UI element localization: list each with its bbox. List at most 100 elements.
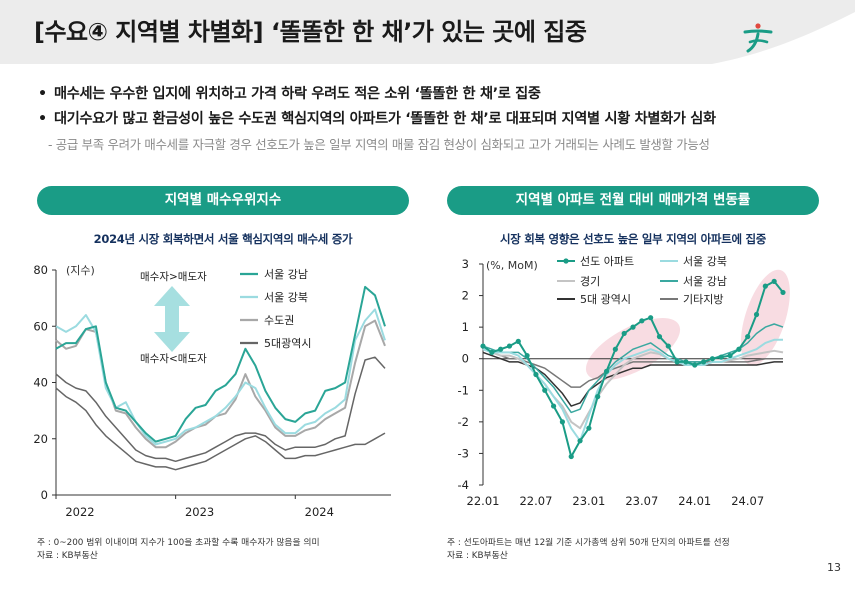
series-point bbox=[550, 403, 557, 409]
left-chart-subtitle: 2024년 시장 회복하면서 서울 핵심지역의 매수세 증가 bbox=[93, 232, 353, 246]
series-point bbox=[612, 346, 618, 352]
y-tick-label: 0 bbox=[41, 488, 48, 502]
legend-label: 경기 bbox=[580, 275, 600, 288]
y-tick-label: 20 bbox=[33, 432, 48, 446]
y-tick-label: -1 bbox=[458, 383, 469, 397]
series-point bbox=[542, 387, 548, 393]
annotation-down: 매수자<매도자 bbox=[140, 353, 207, 365]
double-arrow-icon bbox=[154, 286, 190, 352]
x-tick-label: 2023 bbox=[185, 505, 214, 519]
right-note: 주 : 선도아파트는 매년 12월 기준 시가총액 상위 50개 단지의 아파트… bbox=[447, 538, 730, 548]
x-tick-label: 24.07 bbox=[731, 494, 764, 508]
series-point bbox=[700, 359, 707, 365]
series-point bbox=[489, 349, 495, 355]
y-tick-label: 60 bbox=[33, 319, 48, 333]
x-tick-label: 24.01 bbox=[678, 494, 711, 508]
series-point bbox=[656, 334, 663, 340]
x-tick-label: 23.01 bbox=[572, 494, 605, 508]
legend-label: 5대 광역시 bbox=[580, 293, 631, 306]
series-point bbox=[480, 343, 486, 349]
series-point bbox=[648, 315, 654, 321]
series-line-서울 강북 bbox=[482, 338, 783, 442]
left-source: 자료 : KB부동산 bbox=[37, 551, 98, 561]
series-point bbox=[498, 346, 504, 352]
y-tick-label: 2 bbox=[462, 289, 469, 303]
series-point bbox=[506, 343, 513, 349]
series-point bbox=[621, 330, 627, 337]
left-chart-title-pill: 지역별 매수우위지수 bbox=[37, 186, 409, 215]
page-title: [수요④ 지역별 차별화] ‘똘똘한 한 채’가 있는 곳에 집중 bbox=[34, 18, 587, 46]
sub-bullet-text: - 공급 부족 우려가 매수세를 자극할 경우 선호도가 높은 일부 지역의 매… bbox=[48, 137, 710, 152]
series-point bbox=[568, 453, 574, 460]
series-line-5대광역시-lower bbox=[55, 387, 386, 471]
right-chart-subtitle: 시장 회복 영향은 선호도 높은 일부 지역의 아파트에 집중 bbox=[499, 232, 767, 246]
series-line-서울 강북 bbox=[55, 308, 386, 446]
series-point bbox=[639, 318, 645, 324]
series-point bbox=[718, 354, 724, 360]
highlight-2024 bbox=[740, 269, 790, 366]
legend-label: 기타지방 bbox=[683, 293, 723, 306]
bullet-text: 매수세는 우수한 입지에 위치하고 가격 하락 우려도 적은 소위 ‘똘똘한 한… bbox=[54, 86, 541, 102]
x-tick-label: 2022 bbox=[65, 505, 94, 519]
series-point bbox=[665, 343, 671, 349]
series-point bbox=[533, 371, 539, 378]
y-tick-label: -3 bbox=[458, 446, 469, 460]
title-bar: [수요④ 지역별 차별화] ‘똘똘한 한 채’가 있는 곳에 집중 bbox=[0, 0, 855, 64]
legend-label: 서울 강북 bbox=[264, 291, 308, 304]
series-point bbox=[780, 289, 786, 296]
series-point bbox=[559, 419, 566, 425]
series-point bbox=[736, 346, 742, 352]
y-tick-label: -2 bbox=[458, 415, 469, 429]
bullet-marker: • bbox=[38, 86, 47, 102]
legend-label: 5대광역시 bbox=[264, 337, 311, 350]
annotation-up: 매수자>매도자 bbox=[140, 271, 207, 283]
right-line-chart: -4 -3 -2 -1 0 1 2 3 22.01 22.07 23.01 23.07 24.01 24.… bbox=[458, 255, 790, 508]
series-point bbox=[753, 311, 760, 318]
series-point bbox=[595, 394, 601, 400]
series-point bbox=[603, 368, 610, 374]
left-note: 주 : 0~200 범위 이내이며 지수가 100을 초과할 수록 매수자가 많… bbox=[37, 538, 320, 548]
series-point bbox=[674, 359, 680, 365]
bullet-item: • 매수세는 우수한 입지에 위치하고 가격 하락 우려도 적은 소위 ‘똘똘한 … bbox=[38, 82, 838, 107]
series-point bbox=[524, 352, 530, 359]
series-point bbox=[683, 359, 689, 365]
bullet-item: • 대기수요가 많고 환금성이 높은 수도권 핵심지역의 아파트가 ‘똘똘한 한 … bbox=[38, 107, 838, 132]
legend-marker bbox=[563, 258, 569, 264]
series-line-서울 강남 bbox=[55, 285, 386, 443]
x-tick-label: 2024 bbox=[305, 505, 334, 519]
brand-logo bbox=[712, 12, 855, 64]
series-point bbox=[727, 352, 733, 359]
series-point bbox=[630, 324, 636, 330]
series-line-5대광역시 bbox=[55, 356, 386, 463]
y-axis-label: (%, MoM) bbox=[486, 259, 538, 272]
x-tick-label: 22.01 bbox=[467, 494, 500, 508]
y-tick-label: 0 bbox=[462, 352, 469, 366]
series-line-서울 강남 bbox=[482, 323, 784, 414]
y-tick-label: 80 bbox=[33, 263, 48, 277]
series-point bbox=[692, 362, 698, 368]
x-tick-label: 22.07 bbox=[519, 494, 552, 508]
series-point bbox=[577, 438, 583, 444]
legend-label: 서울 강북 bbox=[683, 255, 727, 268]
right-source: 자료 : KB부동산 bbox=[447, 551, 508, 561]
logo-dot-icon bbox=[755, 23, 761, 29]
y-tick-label: -4 bbox=[458, 478, 469, 492]
series-point bbox=[745, 334, 751, 340]
legend-label: 선도 아파트 bbox=[580, 255, 634, 268]
right-chart-title-pill: 지역별 아파트 전월 대비 매매가격 변동률 bbox=[447, 186, 819, 215]
y-tick-label: 40 bbox=[33, 376, 48, 390]
series-point bbox=[515, 338, 521, 344]
series-point bbox=[709, 356, 716, 362]
y-tick-label: 3 bbox=[462, 257, 469, 271]
y-tick-label: 1 bbox=[462, 320, 469, 334]
page-number: 13 bbox=[827, 561, 841, 574]
legend-label: 서울 강남 bbox=[264, 268, 308, 281]
bullet-text: 대기수요가 많고 환금성이 높은 수도권 핵심지역의 아파트가 ‘똘똘한 한 채… bbox=[54, 111, 716, 127]
legend-label: 서울 강남 bbox=[683, 275, 727, 288]
bullet-list: • 매수세는 우수한 입지에 위치하고 가격 하락 우려도 적은 소위 ‘똘똘한 … bbox=[38, 82, 838, 157]
legend-label: 수도권 bbox=[264, 314, 294, 327]
bullet-marker: • bbox=[38, 111, 47, 127]
series-point bbox=[771, 278, 777, 284]
series-point bbox=[762, 283, 768, 289]
